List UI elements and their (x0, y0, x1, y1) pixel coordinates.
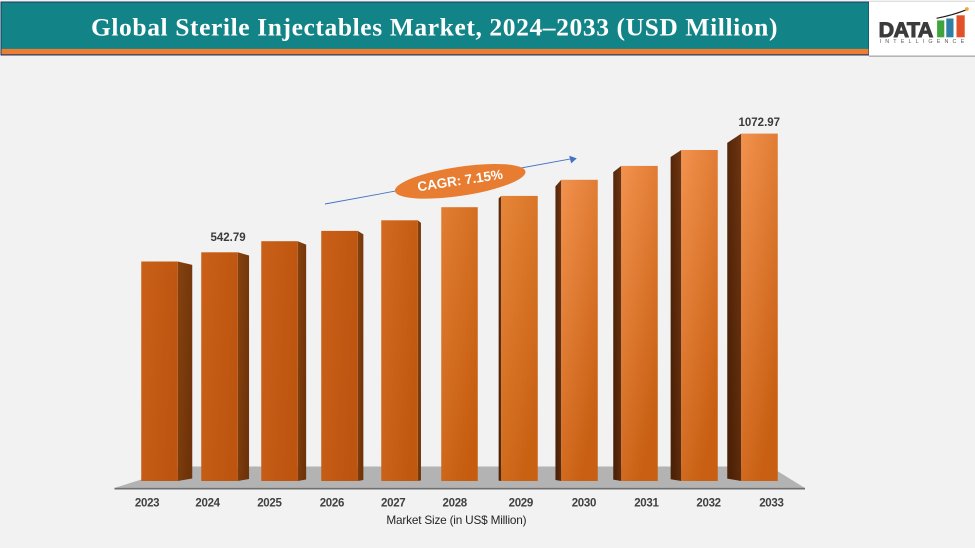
svg-text:Market Size (in US$ Million): Market Size (in US$ Million) (386, 513, 526, 527)
svg-text:2024: 2024 (195, 497, 220, 509)
svg-text:2033: 2033 (759, 497, 783, 509)
svg-text:2027: 2027 (381, 497, 405, 509)
svg-text:2028: 2028 (443, 497, 468, 509)
svg-text:INTELLIGENCE: INTELLIGENCE (880, 39, 969, 45)
svg-text:DATA: DATA (879, 18, 933, 42)
svg-text:2032: 2032 (696, 497, 720, 509)
svg-text:2023: 2023 (135, 497, 159, 509)
svg-text:2026: 2026 (320, 497, 344, 509)
svg-text:1072.97: 1072.97 (739, 117, 781, 129)
svg-text:2030: 2030 (572, 497, 596, 509)
svg-text:542.79: 542.79 (211, 232, 246, 244)
svg-text:2031: 2031 (634, 497, 659, 509)
svg-text:2025: 2025 (257, 497, 282, 509)
svg-text:2029: 2029 (509, 497, 533, 509)
svg-text:Global Sterile Injectables Mar: Global Sterile Injectables Market, 2024–… (91, 13, 778, 42)
